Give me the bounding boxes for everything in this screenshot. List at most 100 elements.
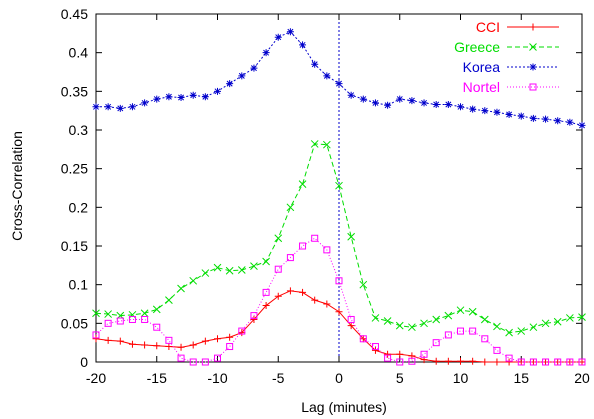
data-point [286,287,294,295]
data-point [153,323,161,331]
data-point [153,95,161,103]
data-point [493,108,501,116]
data-point [469,327,477,335]
data-point [384,354,392,362]
data-point [274,292,282,300]
data-point [177,343,185,351]
data-point [347,315,355,323]
data-point [469,357,477,365]
y-tick-label: 0 [80,354,88,370]
data-point [468,307,477,316]
x-tick-label: -20 [86,370,106,386]
data-point [517,327,526,335]
data-point [141,99,149,107]
data-point [432,357,440,365]
data-point [177,354,185,362]
data-point [299,288,307,296]
data-point [529,83,537,91]
data-point [541,319,550,328]
data-point [322,140,331,149]
data-point [189,276,198,285]
data-point [237,266,246,274]
series-korea [92,28,586,129]
data-point [250,262,258,270]
data-point [201,337,209,345]
data-point [214,87,221,95]
x-axis-ticks: -20 -15 -10 -5 0 5 10 15 20 [86,14,590,386]
data-point [250,315,258,323]
data-point [517,112,525,120]
series-greece [92,140,586,337]
legend-label: CCI [476,19,500,35]
data-point [517,358,525,366]
data-point [286,254,294,262]
data-point [189,341,197,349]
data-point [457,327,464,335]
data-point [238,329,246,337]
x-tick-label: -5 [272,370,285,386]
data-point [566,118,574,126]
x-tick-label: 5 [396,370,404,386]
data-point [444,331,452,339]
data-point [529,358,537,366]
data-point [92,335,100,343]
data-point [323,246,331,254]
data-point [116,317,124,325]
data-point [420,319,428,328]
data-point [116,337,124,345]
legend-label: Nortel [463,79,500,95]
y-tick-label: 0.1 [69,277,89,293]
data-point [444,311,453,320]
data-point [408,357,416,365]
data-point [481,107,489,115]
data-point [396,358,404,366]
data-point [359,280,368,289]
data-point [383,317,392,325]
data-point [274,234,283,243]
y-tick-label: 0.2 [69,199,89,215]
data-point [371,343,379,351]
data-point [371,346,379,354]
data-point [201,269,210,277]
y-tick-label: 0.3 [69,122,89,138]
x-tick-label: 20 [574,370,590,386]
data-point [189,91,197,99]
data-point [189,358,197,366]
data-point [299,242,307,250]
legend-label: Korea [463,59,501,75]
data-point [529,63,537,71]
data-point [505,328,513,337]
series-line [95,237,582,363]
data-point [141,341,149,349]
data-point [128,315,136,323]
data-point [408,97,416,105]
data-point [286,203,295,212]
data-point [153,342,161,350]
data-point [128,340,136,348]
data-point [104,310,113,318]
x-tick-label: -15 [147,370,167,386]
data-point [92,331,100,339]
data-point [566,358,574,366]
data-point [542,358,550,366]
data-point [250,64,258,72]
data-point [493,358,501,366]
data-point [152,305,161,314]
data-point [299,41,307,49]
data-point [214,335,221,343]
data-point [457,103,464,111]
data-point [578,358,586,366]
data-point [104,336,112,344]
data-point [165,343,173,351]
data-point [529,114,537,122]
data-point [529,323,538,332]
data-point [311,234,319,242]
data-point [201,358,209,366]
data-point [359,335,367,343]
data-point [335,80,343,88]
data-point [238,72,246,80]
data-point [262,49,270,57]
data-point [554,117,562,125]
data-point [311,60,319,68]
data-point [420,99,428,107]
